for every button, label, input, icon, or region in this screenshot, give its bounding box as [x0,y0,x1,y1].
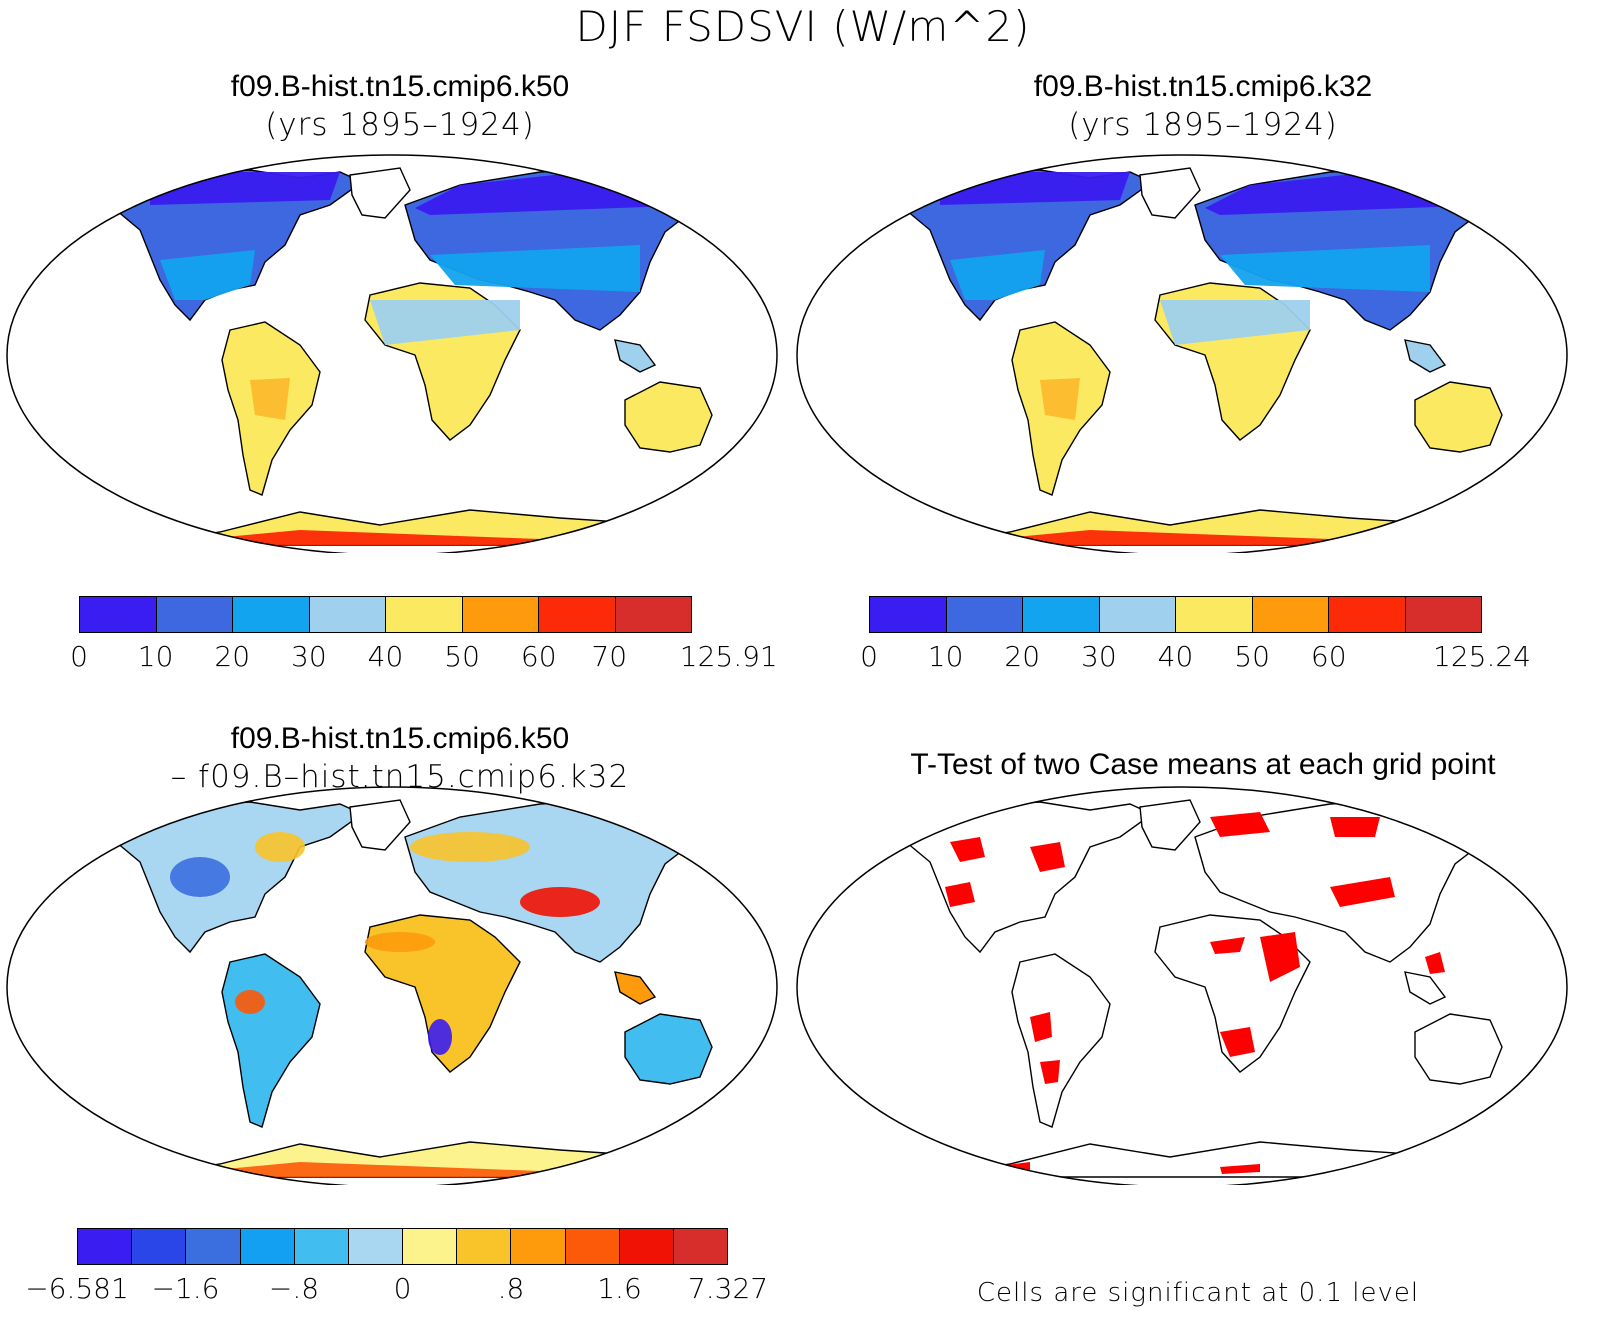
figure-title: DJF FSDSVI (W/m^2) [575,2,1031,51]
case1-colorbar-tick-label: 50 [444,640,480,673]
panel3-title: f09.B-hist.tn15.cmip6.k50 – f09.B–hist.t… [0,720,800,796]
case1-colorbar-cell [539,597,616,632]
diff-colorbar-tick-label: .8 [497,1272,525,1305]
case1-colorbar-tick-label: 125.91 [679,640,778,673]
diff-colorbar-cell [619,1229,674,1264]
case2-colorbar-cell [1329,597,1406,632]
panel4-map [796,786,1568,1185]
panel2-title: f09.B-hist.tn15.cmip6.k32 (yrs 1895–1924… [803,68,1603,144]
case1-colorbar-tick-label: 10 [137,640,174,673]
significance-note: Cells are significant at 0.1 level [976,1278,1420,1308]
case1-colorbar-cell [386,597,463,632]
panel1-map [6,154,778,553]
case1-colorbar-cell [462,597,539,632]
case2-colorbar-cell [1099,597,1176,632]
diff-colorbar-cell [348,1229,404,1264]
case1-colorbar-tick-label: 40 [367,640,404,673]
case1-colorbar-cell [156,597,233,632]
panel1-title: f09.B-hist.tn15.cmip6.k50 (yrs 1895–1924… [0,68,800,144]
case2-colorbar-cell [1023,597,1100,632]
diff-colorbar-cell [565,1229,620,1264]
case2-colorbar-tick-label: 40 [1157,640,1194,673]
case2-colorbar-cell [1176,597,1253,632]
panel4-title: T-Test of two Case means at each grid po… [803,746,1603,784]
case2-colorbar-tick-label: 60 [1310,640,1347,673]
case1-colorbar-tick-label: 20 [214,640,251,673]
diff-colorbar-cell [457,1229,512,1264]
diff-colorbar-cell [511,1229,566,1264]
case1-colorbar-tick-label: 0 [70,640,88,673]
panel2-title-case: f09.B-hist.tn15.cmip6.k32 [1033,70,1373,103]
diff-colorbar-tick-label: 7.327 [687,1272,769,1305]
case2-colorbar-tick-label: 125.24 [1433,640,1531,673]
diff-colorbar-cell [78,1229,133,1264]
diff-colorbar-cell [132,1229,187,1264]
panel2-title-years: (yrs 1895–1924) [1068,107,1338,143]
case1-colorbar-cell [233,597,310,632]
case2-colorbar-tick-label: 30 [1081,640,1117,673]
diff-colorbar-cell [240,1229,295,1264]
case1-colorbar-tick-label: 60 [520,640,557,673]
diff-colorbar-cell [403,1229,458,1264]
case2-colorbar-cell [946,597,1023,632]
case1-colorbar-cell [615,597,691,632]
diff-colorbar-tick-label: −.8 [268,1272,320,1305]
panel1-title-years: (yrs 1895–1924) [265,107,535,143]
colorbar-diff [77,1228,728,1265]
case2-colorbar-tick-label: 0 [860,640,878,673]
panel3-map [6,786,778,1185]
diff-colorbar-tick-label: −1.6 [151,1272,220,1305]
colorbar-case2 [869,596,1482,633]
panel2-map [796,154,1568,553]
colorbar-case1 [79,596,692,633]
case1-colorbar-tick-label: 70 [591,640,628,673]
case2-colorbar-cell [1252,597,1329,632]
panel1-title-case: f09.B-hist.tn15.cmip6.k50 [230,70,570,103]
diff-colorbar-cell [294,1229,349,1264]
diff-colorbar-tick-label: 1.6 [597,1272,642,1305]
case2-colorbar-cell [1405,597,1481,632]
case2-colorbar-tick-label: 50 [1234,640,1270,673]
case1-colorbar-tick-label: 30 [291,640,327,673]
diff-colorbar-tick-label: 0 [393,1272,412,1305]
case2-colorbar-cell [870,597,947,632]
panel3-title-case: f09.B-hist.tn15.cmip6.k50 [230,722,570,755]
diff-colorbar-cell [186,1229,241,1264]
case2-colorbar-tick-label: 20 [1004,640,1041,673]
diff-colorbar-tick-label: −6.581 [25,1272,129,1305]
diff-colorbar-cell [673,1229,728,1264]
panel4-title-ttest: T-Test of two Case means at each grid po… [910,748,1496,781]
case1-colorbar-cell [80,597,157,632]
panel3-title-minus: – f09.B–hist.tn15.cmip6.k32 [170,759,630,795]
case2-colorbar-tick-label: 10 [927,640,964,673]
case1-colorbar-cell [309,597,386,632]
